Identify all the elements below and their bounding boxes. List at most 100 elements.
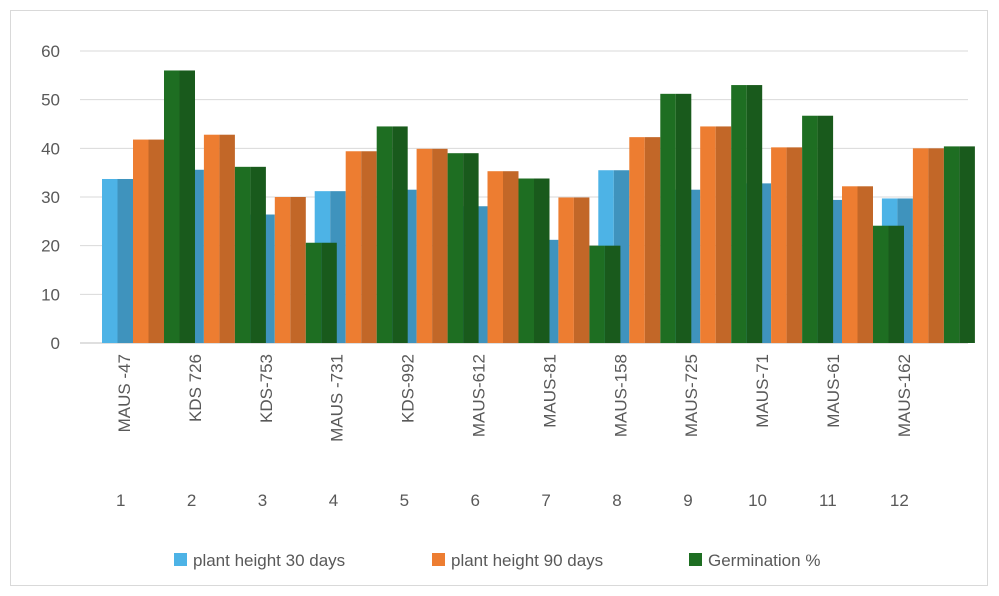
legend-swatch — [432, 553, 445, 566]
bar — [518, 178, 550, 343]
y-axis-ticks: 0 10 20 30 40 50 60 — [41, 42, 60, 353]
bar-side — [219, 134, 235, 343]
bar-face — [873, 225, 889, 343]
bar — [447, 153, 479, 343]
bar — [376, 126, 408, 343]
bar — [731, 85, 763, 344]
bar-face — [771, 147, 787, 343]
x-tick-label: MAUS-162 — [895, 354, 914, 437]
bar — [912, 148, 944, 343]
bar — [164, 70, 195, 343]
x-tick-label: KDS-753 — [257, 354, 276, 423]
y-tick-label: 0 — [51, 334, 60, 353]
legend-item: plant height 90 days — [432, 551, 603, 570]
bar-side — [573, 197, 590, 343]
bar-face — [802, 115, 818, 343]
legend-label: plant height 90 days — [451, 551, 603, 570]
bar-face — [416, 148, 433, 343]
bar-side — [604, 245, 621, 343]
bar — [558, 197, 590, 343]
category-number: 2 — [187, 491, 196, 510]
x-tick-label: MAUS-158 — [611, 354, 630, 437]
bar-face — [558, 197, 574, 343]
bar — [305, 242, 337, 343]
y-tick-label: 10 — [41, 285, 60, 304]
bar-side — [675, 93, 692, 344]
category-number: 12 — [890, 491, 909, 510]
bar — [102, 178, 133, 343]
bar-face — [842, 186, 858, 343]
bar — [629, 137, 661, 343]
bar — [487, 171, 519, 343]
category-number: 9 — [683, 491, 692, 510]
bar-face — [700, 126, 716, 343]
y-tick-label: 60 — [41, 42, 60, 61]
bar-face — [203, 134, 220, 343]
bar-side — [959, 146, 975, 343]
bar-side — [361, 151, 377, 343]
bar-face — [912, 148, 929, 343]
bar — [416, 148, 448, 343]
bar-face — [305, 242, 322, 343]
category-number: 4 — [329, 491, 338, 510]
legend: plant height 30 days plant height 90 days… — [174, 551, 820, 570]
bar-face — [274, 197, 291, 343]
bar — [589, 245, 621, 343]
bar — [873, 225, 904, 343]
bar-face — [345, 151, 362, 343]
bar-side — [715, 126, 732, 343]
category-number: 1 — [116, 491, 125, 510]
bar-face — [943, 146, 960, 343]
y-tick-label: 50 — [41, 91, 60, 110]
legend-item: plant height 30 days — [174, 551, 345, 570]
y-tick-label: 20 — [41, 237, 60, 256]
bar — [660, 93, 692, 344]
bar-face — [447, 153, 464, 343]
category-number: 3 — [258, 491, 267, 510]
bar — [133, 139, 164, 343]
bar-side — [179, 70, 195, 343]
y-tick-label: 30 — [41, 188, 60, 207]
category-number: 7 — [541, 491, 550, 510]
x-axis-labels: MAUS -47 1 KDS 726 2 KDS-753 3 MAUS -731 4 KDS-9… — [115, 354, 914, 510]
bar — [842, 186, 873, 343]
category-number: 8 — [612, 491, 621, 510]
legend-item: Germination % — [689, 551, 820, 570]
y-tick-label: 40 — [41, 139, 60, 158]
bar-side — [534, 178, 550, 343]
bar-face — [660, 93, 676, 344]
bar-face — [102, 178, 118, 343]
x-tick-label: MAUS-725 — [682, 354, 701, 437]
bar-side — [432, 148, 448, 343]
x-tick-label: MAUS-71 — [753, 354, 772, 428]
bar-side — [392, 126, 408, 343]
bar — [771, 147, 803, 343]
x-tick-label: MAUS-61 — [824, 354, 843, 428]
bar-side — [786, 147, 803, 343]
x-tick-label: MAUS-612 — [470, 354, 489, 437]
legend-label: Germination % — [708, 551, 820, 570]
x-tick-label: MAUS -47 — [115, 354, 134, 432]
category-number: 5 — [400, 491, 409, 510]
bar-face — [629, 137, 645, 343]
bar-face — [518, 178, 534, 343]
bar — [802, 115, 834, 343]
bar — [274, 197, 306, 343]
bar-side — [250, 166, 266, 343]
x-tick-label: KDS-992 — [399, 354, 418, 423]
bar-face — [376, 126, 393, 343]
bar-face — [487, 171, 503, 343]
bar-face — [234, 166, 251, 343]
bar-side — [746, 85, 763, 344]
bar — [203, 134, 235, 343]
bar-face — [731, 85, 747, 344]
category-number: 11 — [819, 491, 837, 510]
x-tick-label: KDS 726 — [186, 354, 205, 422]
x-tick-label: MAUS-81 — [540, 354, 559, 428]
bar-side — [117, 178, 133, 343]
bar-side — [290, 197, 306, 343]
bar — [345, 151, 377, 343]
legend-swatch — [174, 553, 187, 566]
bar-side — [321, 242, 337, 343]
